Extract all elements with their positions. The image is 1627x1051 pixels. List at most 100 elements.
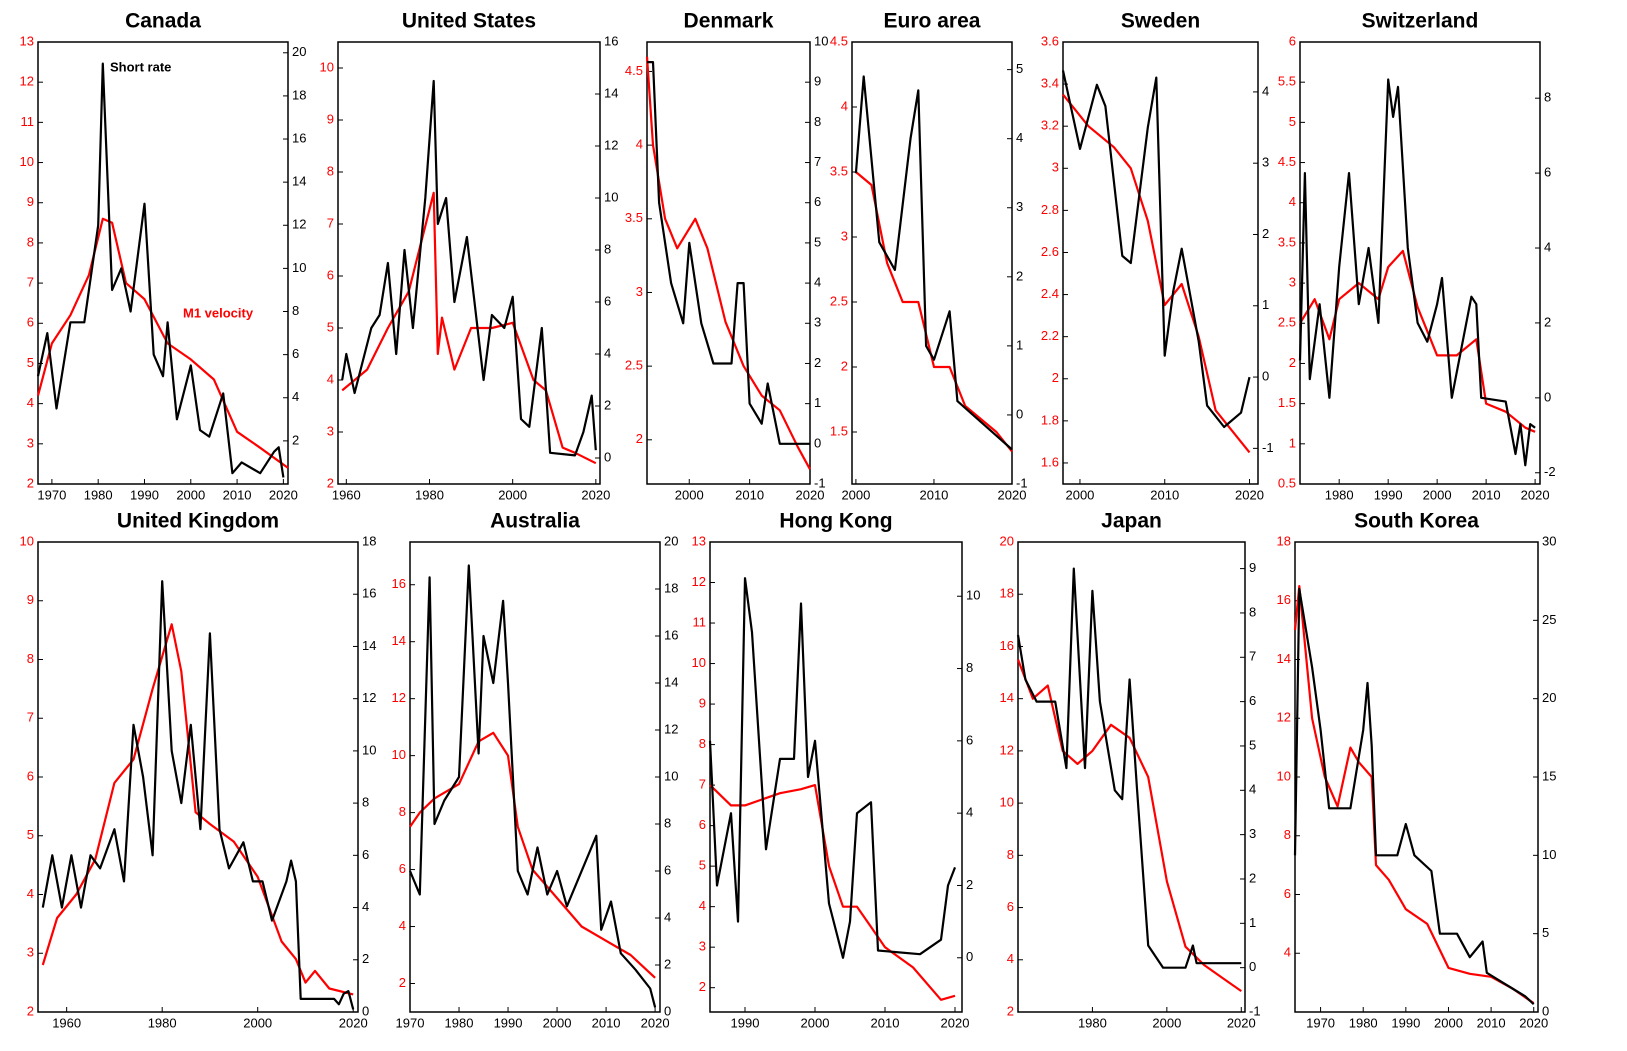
y-tick-label: 5 [27,827,34,842]
x-tick-label: 1980 [1325,487,1354,502]
y2-tick-label: 3 [1016,199,1023,214]
series-line [1299,249,1536,433]
x-tick-label: 1970 [37,487,66,502]
y2-tick-label: 20 [664,533,678,548]
x-tick-label: 1990 [1391,1015,1420,1030]
y-tick-label: 2.2 [1041,328,1059,343]
x-tick-label: 1970 [1306,1015,1335,1030]
y-tick-label: 6 [1007,899,1014,914]
y2-tick-label: 12 [292,217,306,232]
y2-tick-label: 5 [1542,925,1549,940]
y2-tick-label: 9 [814,74,821,89]
panel-title: United Kingdom [117,510,279,533]
x-tick-label: 2010 [871,1015,900,1030]
y-tick-label: 3.6 [1041,33,1059,48]
y2-tick-label: 14 [362,638,376,653]
plot-frame [1017,541,1246,1013]
panel: Sweden 1.6 1.8 2 2.2 2.4 2.6 2.8 3 3.2 3.4 3.6 -1 0 1 2… [1041,10,1274,503]
y2-tick-label: 1 [814,395,821,410]
y2-tick-label: 6 [966,732,973,747]
y-tick-label: 8 [399,804,406,819]
panel: United Kingdom 2 3 4 5 6 7 8 9 10 0 2 4 6 8 10 12 14 16 18 1… [20,510,377,1031]
y-tick-label: 10 [692,655,706,670]
y2-tick-label: 7 [1249,649,1256,664]
panel-title: Sweden [1121,10,1200,33]
y-tick-label: 3 [636,284,643,299]
y2-tick-label: 2 [1262,226,1269,241]
x-tick-label: 1960 [52,1015,81,1030]
y2-tick-label: 0 [966,949,973,964]
panel-title: Hong Kong [779,510,892,533]
y-tick-label: 4 [1289,194,1296,209]
y2-tick-label: 16 [664,627,678,642]
y-tick-label: 12 [20,74,34,89]
y-tick-label: 4 [1007,951,1014,966]
series-label: M1 velocity [183,305,254,320]
x-tick-label: 2000 [1434,1015,1463,1030]
plot-frame [1062,41,1259,485]
y-tick-label: 3.4 [1041,76,1059,91]
y-tick-label: 8 [327,163,334,178]
series-line [708,577,957,959]
series-line [855,171,1013,453]
x-tick-label: 2020 [941,1015,970,1030]
y2-tick-label: 3 [1262,155,1269,170]
panel: Switzerland 0.5 1 1.5 2 2.5 3 3.5 4 4.5 5 5.5 6 -2 0 2 4… [1278,10,1556,503]
panel-title: Japan [1101,510,1162,533]
x-tick-label: 1990 [731,1015,760,1030]
y-tick-label: 10 [392,747,406,762]
y2-tick-label: 0 [604,449,611,464]
y-tick-label: 14 [392,633,406,648]
y2-tick-label: 8 [604,241,611,256]
y-tick-label: 7 [27,275,34,290]
x-tick-label: 2020 [269,487,298,502]
y-tick-label: 6 [399,861,406,876]
series-line [854,75,1013,451]
y2-tick-label: 0 [1544,389,1551,404]
series-line [1293,585,1535,1005]
y-tick-label: 12 [392,690,406,705]
y-tick-label: 8 [27,651,34,666]
y2-tick-label: 18 [664,580,678,595]
x-tick-label: 2010 [592,1015,621,1030]
x-tick-label: 2020 [1519,1015,1548,1030]
y2-tick-label: 10 [664,768,678,783]
y2-tick-label: 1 [1262,297,1269,312]
y2-tick-label: 3 [814,315,821,330]
y2-tick-label: 9 [1249,560,1256,575]
x-tick-label: 2020 [641,1015,670,1030]
y2-tick-label: 4 [1544,239,1551,254]
y-tick-label: 8 [27,234,34,249]
panel-title: United States [402,10,536,33]
series-line [1298,78,1536,467]
y-tick-label: 4 [699,898,706,913]
y2-tick-label: 10 [814,33,828,48]
y-tick-label: 12 [1000,742,1014,757]
panel: United States 2 3 4 5 6 7 8 9 10 0 2 4 6 8 10 12 14 16 1960… [320,10,619,503]
y2-tick-label: 2 [1544,314,1551,329]
y-tick-label: 2 [636,431,643,446]
y-tick-label: 3.5 [830,163,848,178]
x-tick-label: 1990 [494,1015,523,1030]
y-tick-label: 4.5 [830,33,848,48]
y2-tick-label: 6 [814,194,821,209]
y2-tick-label: 18 [292,87,306,102]
x-tick-label: 2010 [1477,1015,1506,1030]
y-tick-label: 4 [1284,945,1291,960]
y-tick-label: 1.5 [830,423,848,438]
y-tick-label: 7 [699,777,706,792]
y2-tick-label: 12 [604,137,618,152]
y2-tick-label: 10 [966,588,980,603]
y-tick-label: 11 [21,114,35,129]
y-tick-label: 6 [27,315,34,330]
panel-title: Canada [125,10,201,33]
y2-tick-label: 0 [1016,406,1023,421]
x-tick-label: 2000 [1423,487,1452,502]
y2-tick-label: 14 [292,174,306,189]
plot-frame [1299,41,1541,485]
y-tick-label: 3.5 [1278,234,1296,249]
y2-tick-label: 6 [362,847,369,862]
x-tick-label: 2000 [498,487,527,502]
y2-tick-label: 4 [362,899,369,914]
y-tick-label: 2 [27,1003,34,1018]
